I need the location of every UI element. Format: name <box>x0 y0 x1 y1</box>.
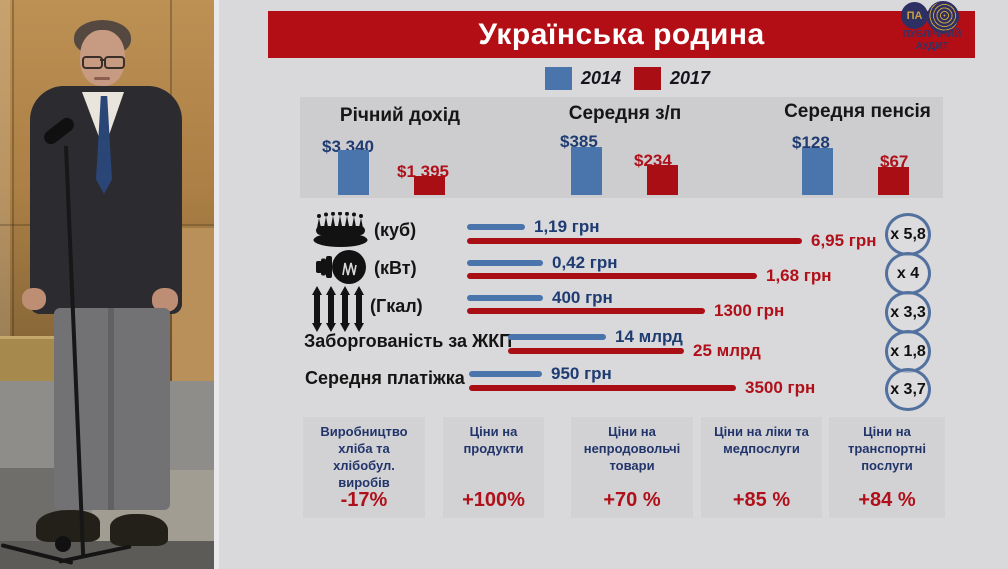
legend-label-2017: 2017 <box>670 68 711 88</box>
bar-2017 <box>878 167 909 195</box>
tariff-bar-2014: 400 грн <box>467 288 613 308</box>
tariff-bar-2017: 1300 грн <box>467 301 784 321</box>
stat-box-transport-prices: Ціни на транспортні послуги +84 % <box>829 417 945 518</box>
bench <box>0 336 64 385</box>
tariff-value-2017: 25 млрд <box>693 341 761 360</box>
tariff-bar-2014: 14 млрд <box>508 327 683 347</box>
row-label-heating: (Гкал) <box>370 296 423 316</box>
row-label-electricity: (кВт) <box>374 258 417 278</box>
legend-swatch-2017 <box>634 67 661 90</box>
multiplier-badge: х 4 <box>885 252 931 295</box>
tariff-value-2017: 6,95 грн <box>811 231 877 250</box>
light-bulb-icon <box>316 250 366 284</box>
logo-initials-badge: ПА <box>901 2 928 29</box>
row-label-debt: Заборгованість за ЖКП <box>304 331 513 351</box>
bar-value-label: $385 <box>560 132 598 151</box>
legend-label-2014: 2014 <box>581 68 622 88</box>
wall-edge-highlight <box>0 0 10 385</box>
glasses-icon <box>104 56 125 69</box>
tariff-value-2017: 3500 грн <box>745 378 816 397</box>
radiator-icon <box>312 286 364 332</box>
group-title-avg-salary: Середня з/п <box>568 103 682 124</box>
photo-slide-divider <box>214 0 219 569</box>
tariff-bar-2017: 25 млрд <box>508 341 761 361</box>
bar-2014 <box>802 148 833 195</box>
group-title-avg-pension: Середня пенсія <box>784 101 931 122</box>
speaker-hand <box>22 288 46 310</box>
stat-box-nonfood-prices: Ціни на непродовольчі товари +70 % <box>571 417 693 518</box>
bar-2017 <box>414 176 445 195</box>
bar-2014 <box>338 150 369 195</box>
tariff-bar-2014: 1,19 грн <box>467 217 600 237</box>
stat-box-medicine-prices: Ціни на ліки та медпослуги +85 % <box>701 417 822 518</box>
title-banner: Українська родина <box>268 11 975 58</box>
speaker-mouth <box>94 77 110 80</box>
income-chart-band: Річний дохід Середня з/п Середня пенсія … <box>300 97 943 198</box>
group-title-annual-income: Річний дохід <box>339 105 461 126</box>
infographic-slide: Українська родина ПА ПУБЛІЧНИЙ АУДИТ 201… <box>219 0 1008 569</box>
gas-burner-icon <box>313 212 368 247</box>
trouser-crease <box>108 308 114 510</box>
tariff-value-2017: 1,68 грн <box>766 266 832 285</box>
legend-swatch-2014 <box>545 67 572 90</box>
stat-box-bread-production: Виробництво хліба та хлібобул. виробів -… <box>303 417 425 518</box>
logo-org-name: ПУБЛІЧНИЙ АУДИТ <box>902 29 962 52</box>
stat-box-food-prices: Ціни на продукти +100% <box>443 417 544 518</box>
tariff-value-2014: 0,42 грн <box>552 253 618 272</box>
row-label-gas: (куб) <box>374 220 417 240</box>
speaker-photo <box>0 0 214 569</box>
stat-value: +100% <box>462 489 525 511</box>
fingerprint-icon <box>927 1 959 33</box>
tariff-bar-2017: 6,95 грн <box>467 231 877 251</box>
bar-2014 <box>571 147 602 195</box>
tariff-value-2014: 950 грн <box>551 364 612 383</box>
stat-value: +84 % <box>858 489 916 511</box>
tariff-value-2014: 1,19 грн <box>534 217 600 236</box>
speaker-shoe <box>36 510 100 542</box>
bar-2017 <box>647 165 678 195</box>
tariff-bar-2017: 1,68 грн <box>467 266 832 286</box>
stat-value: -17% <box>340 489 388 511</box>
speaker-shoe <box>110 514 168 546</box>
tariff-bar-2014: 0,42 грн <box>467 253 618 273</box>
tariff-value-2014: 400 грн <box>552 288 613 307</box>
bar-value-label: $67 <box>880 152 909 171</box>
stat-value: +70 % <box>603 489 661 511</box>
speaker-tie <box>96 96 112 194</box>
multiplier-badge: х 3,3 <box>885 291 931 334</box>
stat-value: +85 % <box>732 489 791 511</box>
logo-initials: ПА <box>906 9 923 22</box>
glasses-icon <box>82 56 103 69</box>
tariff-bar-2014: 950 грн <box>469 364 612 384</box>
mic-stand-base <box>55 536 71 552</box>
tariff-value-2017: 1300 грн <box>714 301 785 320</box>
multiplier-badge: х 5,8 <box>885 213 931 256</box>
multiplier-badge: х 3,7 <box>885 368 931 411</box>
glasses-bridge <box>100 59 105 61</box>
multiplier-badge: х 1,8 <box>885 330 931 373</box>
wall-seam <box>12 0 14 385</box>
tariff-bar-2017: 3500 грн <box>469 378 815 398</box>
bar-value-label: $128 <box>792 133 830 152</box>
row-label-avg-bill: Середня платіжка <box>305 368 465 388</box>
tariff-value-2014: 14 млрд <box>615 327 683 346</box>
slide-title: Українська родина <box>478 18 765 51</box>
